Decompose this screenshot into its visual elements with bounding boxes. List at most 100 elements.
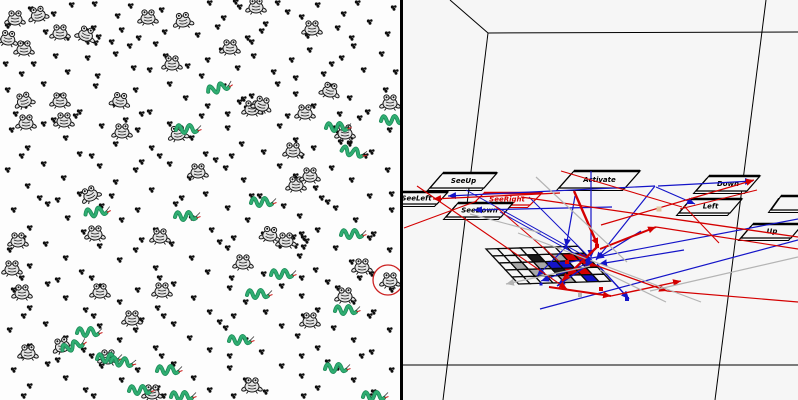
wireframe-edge xyxy=(449,0,489,34)
fly-icon xyxy=(230,235,237,241)
fly-icon xyxy=(186,335,193,341)
snake-icon xyxy=(227,334,257,346)
connection-gray xyxy=(517,232,702,303)
connection-gray xyxy=(649,256,798,292)
net-node xyxy=(656,206,662,212)
fly-icon xyxy=(6,247,13,253)
connection-red xyxy=(494,205,561,263)
net-node xyxy=(539,282,543,286)
neural-network-canvas[interactable]: SeeUp SeeLeft SeeRight SeeDown Activate Down L… xyxy=(403,0,798,400)
fly-icon xyxy=(388,191,395,197)
fly-icon xyxy=(224,111,231,117)
fly-icon xyxy=(298,293,305,299)
connection-gray xyxy=(469,213,542,234)
fly-icon xyxy=(146,67,153,73)
fly-icon xyxy=(156,275,163,281)
fly-icon xyxy=(204,103,211,109)
fly-icon xyxy=(26,305,33,311)
connection-gray xyxy=(505,265,591,286)
plate-label: SeeRight xyxy=(489,196,525,204)
fly-icon xyxy=(274,0,281,6)
fly-icon xyxy=(298,231,305,237)
fly-icon xyxy=(292,137,299,143)
frog-icon xyxy=(298,167,322,184)
connection-blue xyxy=(465,189,593,261)
connection-blue xyxy=(598,249,685,267)
fly-icon xyxy=(188,255,195,261)
fly-icon xyxy=(228,153,235,159)
frog-icon xyxy=(52,112,76,129)
fly-icon xyxy=(148,187,155,193)
snake-icon xyxy=(338,143,370,161)
connection-blue xyxy=(473,206,613,214)
fly-icon xyxy=(10,367,17,373)
fly-icon xyxy=(170,281,177,287)
fly-icon xyxy=(158,7,165,13)
fly-icon xyxy=(190,375,197,381)
frog-icon xyxy=(48,24,72,41)
neural-network-panel[interactable]: SeeUp SeeLeft SeeRight SeeDown Activate Down L… xyxy=(403,0,798,400)
fly-icon xyxy=(94,73,101,79)
fly-icon xyxy=(226,365,233,371)
fly-icon xyxy=(258,28,265,34)
fly-icon xyxy=(96,323,103,329)
fly-icon xyxy=(116,257,123,263)
fly-icon xyxy=(6,327,13,333)
fly-icon xyxy=(36,195,43,201)
connection-red xyxy=(679,189,758,210)
fly-icon xyxy=(72,113,79,119)
fly-icon xyxy=(42,241,49,247)
fly-icon xyxy=(360,67,367,73)
fly-icon xyxy=(88,353,95,359)
fly-icon xyxy=(386,247,393,253)
fly-icon xyxy=(260,149,267,155)
fly-icon xyxy=(90,313,97,319)
fly-icon xyxy=(312,267,319,273)
fly-icon xyxy=(336,111,343,117)
fly-icon xyxy=(152,265,159,271)
snake-icon xyxy=(204,78,236,97)
snake-icon xyxy=(379,114,400,126)
fly-icon xyxy=(248,39,255,45)
fly-icon xyxy=(366,19,373,25)
fly-icon xyxy=(224,125,231,131)
net-node xyxy=(595,244,599,248)
fly-icon xyxy=(132,87,139,93)
fly-icon xyxy=(238,141,245,147)
connection-red xyxy=(610,279,682,297)
fly-icon xyxy=(314,307,321,313)
fly-icon xyxy=(324,199,331,205)
world-canvas[interactable] xyxy=(0,0,400,400)
fly-icon xyxy=(138,159,145,165)
fly-icon xyxy=(332,205,339,211)
snake-icon xyxy=(339,228,369,240)
frog-icon xyxy=(170,10,196,31)
frog-icon xyxy=(3,10,27,27)
fly-icon xyxy=(132,247,139,253)
frog-icon xyxy=(110,123,134,140)
grid-cell xyxy=(591,273,612,283)
fly-icon xyxy=(320,71,327,77)
fly-icon xyxy=(356,275,363,281)
fly-icon xyxy=(292,75,299,81)
frog-icon xyxy=(10,284,34,301)
world-view-panel[interactable] xyxy=(0,0,400,400)
connection-red xyxy=(403,200,478,229)
fly-icon xyxy=(202,151,209,157)
fly-icon xyxy=(44,201,51,207)
fly-icon xyxy=(18,71,25,77)
fly-icon xyxy=(280,203,287,209)
selection-layer xyxy=(372,264,400,296)
fly-icon xyxy=(160,313,167,319)
fly-icon xyxy=(278,363,285,369)
fly-icon xyxy=(170,321,177,327)
plate-label: Activate xyxy=(582,176,616,184)
fly-icon xyxy=(337,139,344,145)
fly-icon xyxy=(350,337,357,343)
frog-icon xyxy=(378,272,400,289)
connection-gray xyxy=(599,269,667,303)
fly-icon xyxy=(44,281,51,287)
plate-down: Down xyxy=(692,174,762,194)
fly-icon xyxy=(40,161,47,167)
fly-icon xyxy=(118,217,125,223)
